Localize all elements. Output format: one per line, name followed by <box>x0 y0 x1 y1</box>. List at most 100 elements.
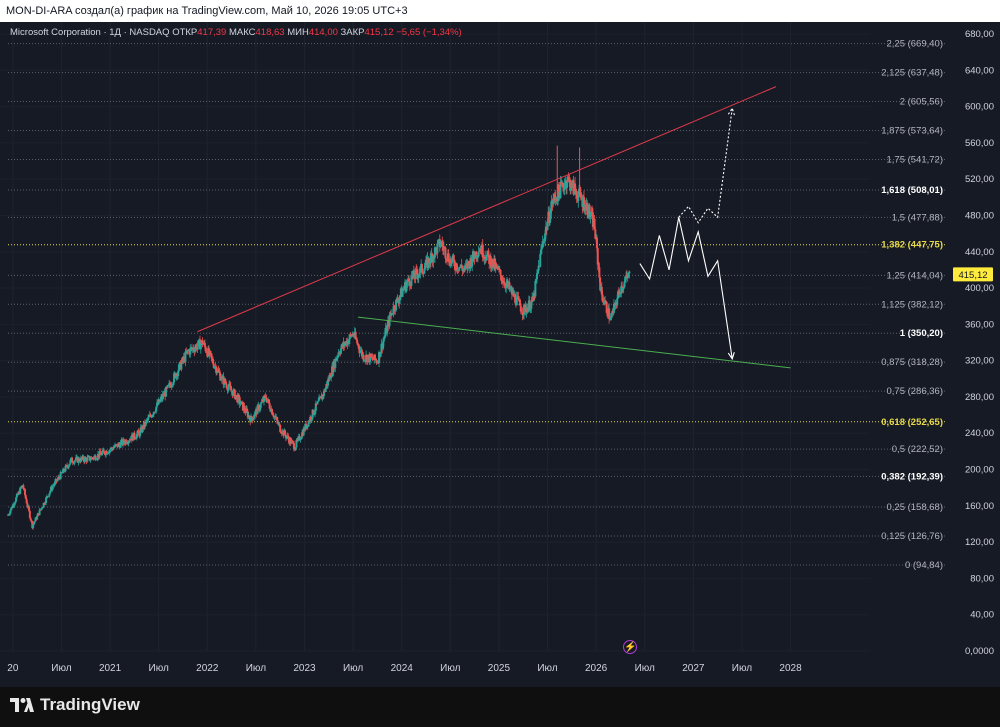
candle-body <box>139 429 142 437</box>
candle-body <box>271 409 274 415</box>
candle-body <box>554 196 557 201</box>
candle-body <box>112 448 115 450</box>
candle-body <box>503 282 506 286</box>
tradingview-brand: TradingView <box>40 695 140 714</box>
candle-body <box>241 401 244 403</box>
candle-body <box>228 383 231 387</box>
tradingview-logo[interactable]: TradingView <box>10 695 140 715</box>
time-axis-label: 2028 <box>779 663 802 674</box>
candle-body <box>224 383 227 385</box>
legend-low-value: 414,00 <box>308 27 338 38</box>
time-axis-label: Июл <box>440 663 460 674</box>
candle-body <box>126 443 129 444</box>
candle-body <box>467 261 470 264</box>
candle-body <box>305 425 308 429</box>
candle-body <box>383 335 386 339</box>
candle-body <box>356 343 359 345</box>
price-axis-label: 200,00 <box>965 465 994 476</box>
candle-body <box>63 471 66 473</box>
candle-body <box>40 508 43 510</box>
candle-body <box>390 313 393 316</box>
candle-body <box>310 418 313 420</box>
candle-body <box>395 299 398 311</box>
price-axis-label: 360,00 <box>965 319 994 330</box>
candle-body <box>515 296 518 306</box>
candle-body <box>494 263 497 269</box>
candle-body <box>382 341 385 349</box>
candle-body <box>423 268 426 274</box>
candle-body <box>149 414 152 416</box>
candle-body <box>548 218 551 223</box>
projection-path-alt <box>678 108 733 224</box>
candle-body <box>499 269 502 276</box>
candle-body <box>110 447 113 449</box>
price-axis-label: 40,00 <box>970 610 994 621</box>
candle-body <box>240 401 243 404</box>
candle-body <box>379 352 382 357</box>
candle-body <box>26 503 29 507</box>
candle-body <box>220 379 223 381</box>
candle-body <box>147 417 150 421</box>
candle-body <box>212 363 215 368</box>
candle-body <box>20 485 23 488</box>
candle-body <box>463 265 466 269</box>
candle-body <box>369 354 372 363</box>
tradingview-logo-icon <box>10 698 34 712</box>
last-price-badge <box>953 267 993 282</box>
candle-body <box>364 359 367 361</box>
candle-body <box>107 453 110 454</box>
candle-body <box>47 496 50 498</box>
candle-body <box>268 403 271 409</box>
candle-body <box>416 269 419 275</box>
candle-body <box>237 395 240 403</box>
candle-body <box>41 508 44 509</box>
candle-body <box>557 184 560 202</box>
candle-body <box>296 440 299 442</box>
candle-body <box>154 411 157 413</box>
candle-body <box>38 509 41 516</box>
candle-body <box>338 352 341 354</box>
candle-body <box>217 369 220 372</box>
chart-area[interactable]: 2,25 (669,40) 2,125 (637,48) 2 (605,56) 1,8… <box>0 22 1000 687</box>
candle-body <box>167 385 170 386</box>
candle-body <box>539 254 542 267</box>
candle-body <box>596 248 599 265</box>
candle-body <box>196 345 199 350</box>
candle-body <box>484 256 487 260</box>
candle-body <box>211 357 214 359</box>
candle-body <box>56 479 59 482</box>
candle-body <box>577 194 580 202</box>
candle-body <box>442 247 445 250</box>
candle-body <box>429 262 432 264</box>
price-axis-label: 680,00 <box>965 29 994 40</box>
candle-body <box>284 434 287 439</box>
candle-body <box>220 376 223 380</box>
candle-body <box>7 514 9 516</box>
candle-body <box>463 268 466 270</box>
candle-body <box>325 384 328 388</box>
candle-body <box>622 287 625 289</box>
candle-body <box>462 268 465 272</box>
candle-body <box>428 257 431 263</box>
candle-body <box>39 509 42 511</box>
candle-body <box>619 293 622 295</box>
fib-level-label: 1,875 (573,64) <box>881 126 943 137</box>
chart-svg[interactable]: 2,25 (669,40) 2,125 (637,48) 2 (605,56) 1,8… <box>0 22 1000 687</box>
candle-body <box>180 362 183 370</box>
candle-body <box>485 254 488 261</box>
candle-body <box>278 423 281 425</box>
candle-body <box>523 304 526 306</box>
candle-body <box>403 288 406 290</box>
candle-body <box>151 415 154 418</box>
candle-body <box>602 301 605 303</box>
legend-low-label: МИН <box>287 27 309 38</box>
lightning-icon[interactable]: ⚡ <box>623 640 637 654</box>
candle-body <box>363 360 366 361</box>
candle-body <box>290 440 293 444</box>
candle-body <box>70 457 73 463</box>
candle-body <box>49 491 52 494</box>
candle-body <box>45 497 48 503</box>
time-axis-label: Июл <box>246 663 266 674</box>
candle-body <box>584 204 587 211</box>
candle-body <box>29 517 32 521</box>
